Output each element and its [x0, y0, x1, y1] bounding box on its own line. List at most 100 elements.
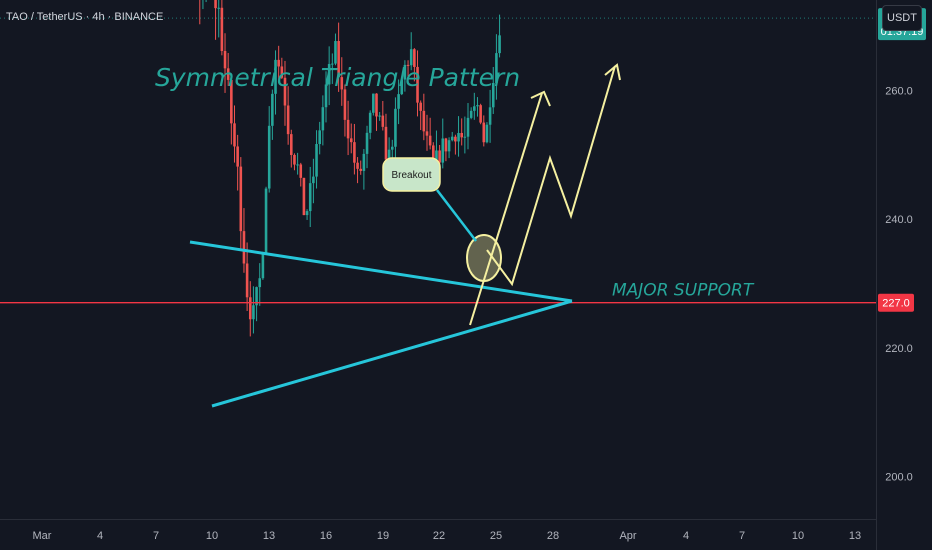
candles: [199, 0, 501, 337]
candle: [343, 84, 347, 137]
candle: [230, 74, 233, 145]
candle-body: [485, 124, 489, 143]
candle-body: [299, 164, 303, 178]
candle-body: [267, 125, 271, 189]
candle: [264, 186, 268, 255]
candle: [318, 121, 321, 155]
candle-body: [387, 149, 391, 160]
candle-body: [457, 132, 460, 142]
candle-body: [375, 93, 378, 117]
candle: [236, 134, 239, 191]
level-price-bg: [878, 293, 914, 312]
callout-box: [382, 157, 441, 192]
x-tick-label: 4: [683, 530, 689, 542]
level-price-text: 227.0: [882, 298, 910, 310]
candle-body: [315, 144, 318, 177]
candle-body: [248, 297, 252, 320]
candle-body: [223, 50, 227, 69]
candle-body: [258, 278, 262, 288]
candle-body: [280, 66, 284, 78]
candle-body: [245, 263, 249, 298]
candle: [199, 0, 201, 25]
candle: [356, 157, 359, 184]
x-tick-label: 7: [153, 530, 159, 542]
candle-body: [353, 142, 356, 163]
candle-body: [239, 166, 243, 232]
candle-body: [349, 138, 353, 143]
candle: [482, 115, 486, 147]
candle: [491, 67, 495, 114]
candle-body: [327, 63, 331, 85]
currency-button[interactable]: USDT: [882, 5, 922, 31]
candle: [239, 157, 243, 249]
candle: [312, 158, 315, 204]
y-tick-label: 220.0: [885, 343, 913, 355]
candle: [299, 162, 303, 187]
candle-body: [495, 53, 498, 84]
candle: [485, 122, 489, 144]
candle: [258, 263, 262, 306]
candle-body: [230, 79, 233, 124]
candle-body: [252, 305, 255, 320]
candle-body: [400, 79, 404, 95]
x-tick-label: 10: [206, 530, 218, 542]
candle: [359, 160, 363, 175]
candle-body: [264, 188, 268, 255]
time-axis[interactable]: [0, 519, 876, 520]
candle-body: [324, 84, 328, 108]
x-tick-label: 16: [320, 530, 332, 542]
candle: [406, 60, 410, 79]
candle-body: [312, 176, 315, 184]
candle: [409, 32, 413, 71]
candle: [441, 118, 445, 169]
candle: [337, 22, 340, 92]
candle: [375, 93, 378, 131]
candle: [226, 52, 230, 86]
candle: [400, 77, 404, 96]
candle: [422, 93, 426, 141]
triangle-lower-line: [211, 299, 573, 408]
candle-body: [296, 164, 299, 166]
candle: [403, 60, 407, 92]
y-tick-label: 200.0: [885, 472, 913, 484]
x-tick-label: 28: [547, 530, 559, 542]
candle-body: [425, 131, 429, 136]
candle: [419, 100, 422, 131]
candle-body: [498, 35, 501, 54]
candle: [334, 33, 337, 66]
candle: [353, 123, 356, 175]
candle: [425, 114, 429, 151]
x-tick-label: 13: [849, 530, 861, 542]
candle-body: [334, 41, 337, 64]
candle-body: [450, 136, 454, 141]
callout-text: Breakout: [391, 170, 431, 181]
candle: [296, 152, 299, 175]
candle-body: [403, 64, 407, 80]
candle-body: [419, 102, 422, 111]
candle-body: [346, 119, 350, 139]
candle-body: [286, 105, 290, 135]
candle: [394, 97, 397, 160]
candle: [488, 89, 492, 143]
chart-title: Symmetrical Triangle Pattern: [155, 63, 520, 92]
breakout-circle: [466, 234, 502, 282]
candle: [498, 14, 501, 58]
symbol-label[interactable]: TAO / TetherUS · 4h · BINANCE: [6, 11, 164, 23]
candle-body: [479, 105, 482, 123]
arrowhead-2: [604, 63, 621, 81]
candle-body: [233, 123, 236, 147]
candle: [327, 46, 331, 106]
candle: [252, 286, 255, 334]
candle: [346, 100, 350, 156]
candle: [315, 130, 318, 189]
candle: [450, 131, 454, 142]
candle: [349, 123, 353, 154]
candle-body: [413, 49, 416, 67]
x-tick-label: 19: [377, 530, 389, 542]
candle-body: [359, 168, 363, 171]
candle: [362, 149, 366, 190]
candle-body: [255, 287, 258, 306]
price-axis[interactable]: [876, 0, 877, 550]
candle: [261, 251, 265, 280]
